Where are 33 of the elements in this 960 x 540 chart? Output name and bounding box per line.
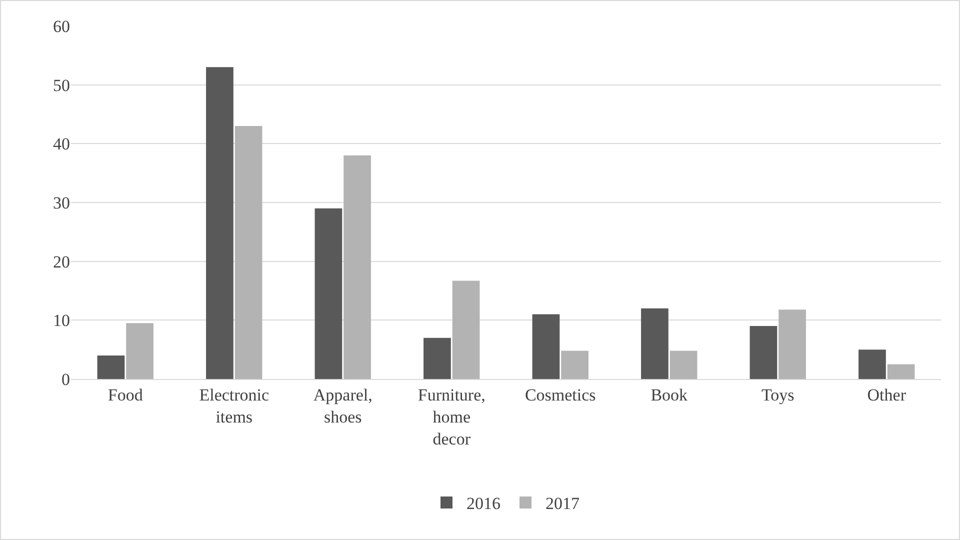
bar xyxy=(97,355,125,379)
bar xyxy=(532,314,560,379)
bar xyxy=(126,323,154,379)
legend-label: 2017 xyxy=(546,494,580,514)
y-tick-label: 60 xyxy=(53,16,70,36)
x-tick-label: Other xyxy=(867,385,906,404)
bar xyxy=(641,308,668,379)
x-tick-label: Toys xyxy=(761,385,794,404)
bar xyxy=(424,338,451,379)
y-tick-label: 10 xyxy=(53,311,70,330)
x-tick-label: Food xyxy=(108,385,144,404)
x-tick-label: Apparel, shoes xyxy=(313,385,372,426)
x-tick-label: Book xyxy=(650,385,688,404)
y-tick-label: 0 xyxy=(62,370,70,389)
x-tick-label: Furniture, home decor xyxy=(418,385,486,449)
y-tick-label: 20 xyxy=(53,252,70,272)
bar xyxy=(561,350,588,379)
bar xyxy=(858,350,886,379)
bar xyxy=(778,310,806,379)
bar xyxy=(887,364,915,379)
bar xyxy=(670,350,698,379)
x-tick-label: Cosmetics xyxy=(524,385,596,404)
bar xyxy=(314,208,342,379)
bar xyxy=(234,126,262,379)
y-tick-label: 40 xyxy=(53,134,70,154)
y-tick-label: 50 xyxy=(53,76,70,95)
bar xyxy=(750,326,778,379)
x-tick-label: Electronic items xyxy=(199,385,270,426)
legend-label: 2016 xyxy=(466,494,500,514)
y-tick-label: 30 xyxy=(53,193,70,212)
bar xyxy=(344,155,371,379)
bar xyxy=(206,67,234,379)
bar xyxy=(452,280,480,379)
